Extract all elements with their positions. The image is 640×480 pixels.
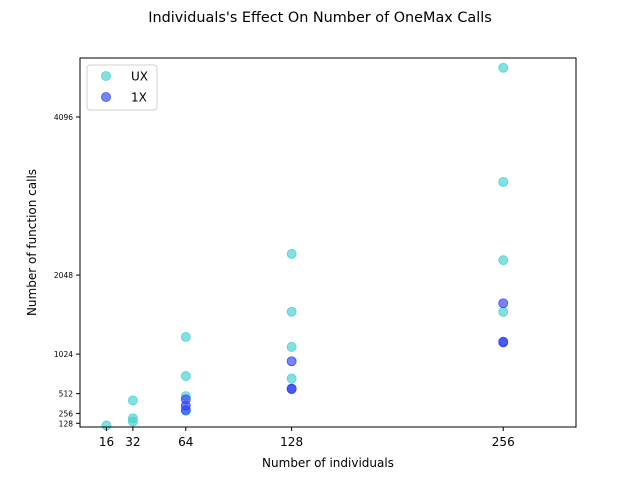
legend-label: 1X — [131, 91, 147, 105]
y-axis-label: Number of function calls — [25, 169, 39, 316]
data-point — [286, 342, 297, 352]
legend: UX 1X — [86, 64, 158, 111]
data-point — [498, 177, 509, 187]
data-point — [286, 373, 297, 384]
plot-frame — [79, 57, 577, 428]
data-point — [286, 383, 297, 394]
data-point — [286, 356, 297, 367]
x-tick-label: 128 — [280, 435, 303, 449]
data-point — [180, 371, 191, 381]
x-tick-label: 64 — [178, 435, 193, 449]
legend-label: UX — [131, 70, 148, 84]
data-point — [128, 413, 138, 424]
y-tick-label: 256 — [59, 409, 74, 418]
series-1x — [180, 298, 509, 415]
series-ux — [101, 62, 509, 431]
data-point — [286, 306, 297, 317]
chart-title: Individuals's Effect On Number of OneMax… — [148, 10, 491, 26]
y-tick-label: 512 — [59, 390, 74, 399]
data-point — [498, 62, 509, 73]
y-tick-label: 2048 — [54, 271, 73, 280]
legend-marker — [101, 71, 111, 81]
x-tick-label: 256 — [492, 435, 515, 449]
y-tick-label: 4096 — [54, 113, 73, 122]
x-axis-label: Number of individuals — [262, 456, 394, 470]
x-tick-label: 16 — [99, 435, 114, 449]
data-point — [498, 336, 509, 347]
data-point — [498, 255, 509, 266]
plot-area — [101, 62, 509, 431]
legend-marker — [101, 92, 111, 102]
data-point — [498, 298, 509, 309]
data-point — [128, 395, 138, 406]
x-tick-label: 32 — [125, 435, 140, 449]
data-point — [180, 394, 191, 405]
x-axis: 16 32 64 128 256 — [99, 427, 515, 449]
data-point — [286, 249, 297, 259]
y-tick-label: 128 — [59, 419, 74, 428]
data-point — [498, 306, 509, 317]
data-point — [180, 332, 191, 342]
y-tick-label: 1024 — [54, 350, 73, 359]
